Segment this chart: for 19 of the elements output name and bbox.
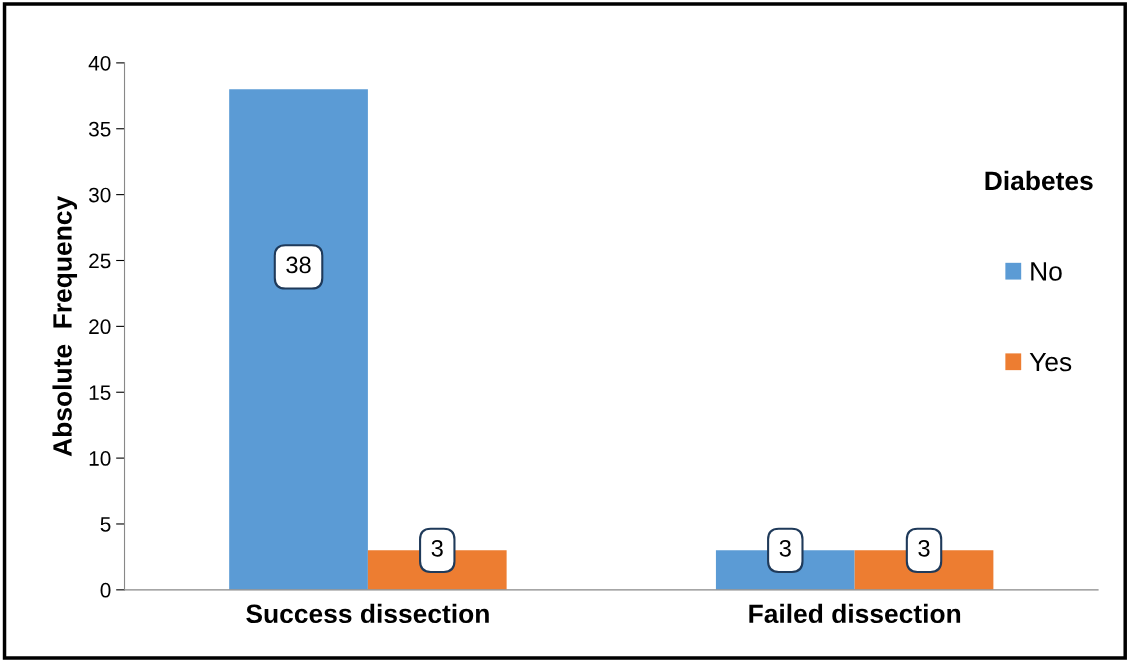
legend-title: Diabetes bbox=[985, 170, 1093, 191]
y-tick-label: 0 bbox=[100, 582, 111, 598]
data-label: 3 bbox=[779, 539, 791, 557]
x-tick-label: Success dissection bbox=[246, 603, 489, 624]
y-tick-label: 10 bbox=[89, 451, 111, 466]
y-tick-label: 35 bbox=[88, 121, 111, 137]
data-label: 38 bbox=[286, 256, 311, 274]
y-tick-label: 20 bbox=[89, 319, 111, 335]
legend-label: No bbox=[1031, 262, 1062, 281]
y-tick-label: 25 bbox=[89, 253, 111, 269]
y-tick-label: 15 bbox=[89, 385, 111, 400]
data-label: 3 bbox=[431, 539, 443, 557]
x-tick-label: Failed dissection bbox=[749, 603, 961, 624]
y-tick-label: 30 bbox=[88, 187, 111, 203]
y-tick-label: 40 bbox=[88, 55, 111, 71]
legend-label: Yes bbox=[1029, 352, 1072, 372]
y-axis-title: Absolute Frequency bbox=[52, 196, 78, 457]
y-tick-label: 5 bbox=[100, 517, 111, 532]
data-label: 3 bbox=[918, 539, 930, 557]
